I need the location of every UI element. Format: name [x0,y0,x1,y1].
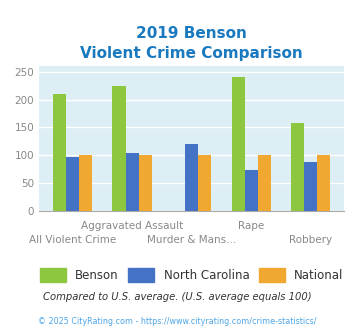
Bar [53,94,66,211]
Text: © 2025 CityRating.com - https://www.cityrating.com/crime-statistics/: © 2025 CityRating.com - https://www.city… [38,317,317,326]
Text: Compared to U.S. average. (U.S. average equals 100): Compared to U.S. average. (U.S. average … [43,292,312,302]
Legend: Benson, North Carolina, National: Benson, North Carolina, National [35,264,348,287]
Title: 2019 Benson
Violent Crime Comparison: 2019 Benson Violent Crime Comparison [80,26,303,61]
Bar [113,85,126,211]
Bar [198,155,211,211]
Bar [245,170,258,211]
Bar [317,155,331,211]
Bar [304,162,317,211]
Bar [79,155,92,211]
Bar [231,77,245,211]
Bar [291,123,304,211]
Bar [185,144,198,211]
Bar [258,155,271,211]
Bar [66,157,79,211]
Bar [139,155,152,211]
Bar [126,152,139,211]
